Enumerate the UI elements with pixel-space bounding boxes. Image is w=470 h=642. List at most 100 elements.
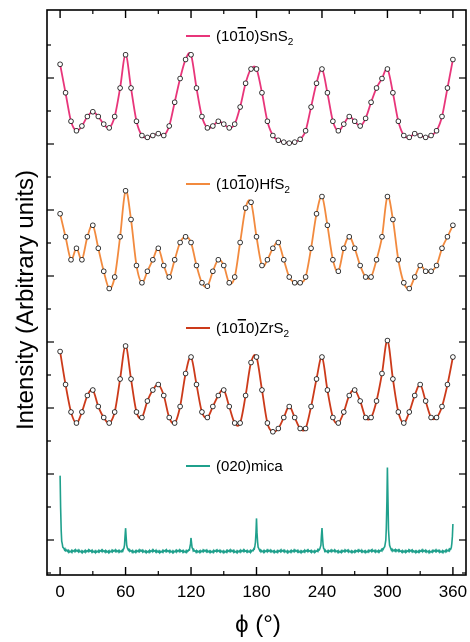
data-point	[291, 414, 298, 421]
data-point	[155, 245, 162, 251]
data-point	[226, 280, 232, 286]
data-point	[237, 104, 243, 110]
legend-layer: (1010)SnS2 (1010)HfS2 (1010)ZrS2 (020)mica	[186, 28, 294, 475]
data-point	[253, 354, 260, 360]
data-point	[406, 134, 413, 141]
data-point	[379, 233, 385, 240]
data-point	[177, 239, 183, 246]
data-point	[406, 285, 413, 292]
data-point	[357, 398, 363, 404]
data-point	[188, 52, 194, 58]
data-point	[106, 285, 112, 292]
data-point	[193, 85, 200, 91]
data-point	[330, 257, 336, 263]
data-point	[128, 216, 134, 223]
data-point	[439, 403, 445, 410]
data-point	[68, 118, 74, 124]
y-axis-title: Intensity (Arbitrary units)	[12, 170, 39, 430]
legend-entry-0: (1010)SnS2	[186, 28, 294, 48]
data-point	[308, 104, 314, 110]
data-point	[161, 262, 167, 269]
data-point	[357, 262, 363, 269]
legend-label: (1010)HfS2	[216, 176, 290, 196]
data-point	[351, 387, 358, 393]
data-point	[428, 132, 434, 139]
data-point	[313, 80, 320, 86]
data-point	[199, 113, 205, 120]
series-layer	[57, 52, 456, 555]
data-point	[319, 66, 325, 72]
data-point	[204, 283, 211, 289]
data-point	[286, 274, 292, 280]
data-point	[433, 262, 440, 269]
plot-frame	[46, 9, 467, 576]
data-point	[281, 139, 287, 145]
data-point	[395, 409, 402, 415]
data-point	[373, 85, 380, 91]
data-point	[73, 420, 80, 426]
data-point	[286, 403, 292, 410]
data-point	[264, 257, 271, 263]
data-point	[417, 132, 423, 139]
data-point	[106, 420, 112, 426]
data-point	[390, 376, 396, 382]
data-point	[357, 123, 363, 129]
series-3	[59, 467, 454, 555]
data-point	[346, 392, 352, 399]
x-axis-title: ϕ (°)	[235, 611, 281, 638]
data-point	[177, 403, 183, 410]
data-point	[341, 409, 347, 415]
data-point	[122, 52, 129, 58]
data-point	[433, 414, 440, 421]
data-point	[237, 239, 243, 246]
data-point	[362, 115, 369, 122]
data-point	[302, 127, 309, 134]
data-point	[248, 359, 254, 366]
data-point	[79, 257, 85, 263]
data-point	[95, 113, 102, 120]
data-point	[401, 132, 407, 139]
data-point	[166, 414, 172, 421]
data-point	[411, 392, 418, 399]
data-point	[111, 113, 118, 120]
data-point	[188, 354, 194, 360]
data-point	[275, 239, 282, 246]
data-point	[57, 210, 63, 217]
data-point	[270, 245, 276, 251]
legend-label: (1010)SnS2	[216, 28, 294, 48]
data-point	[444, 85, 451, 91]
data-point	[390, 216, 396, 223]
data-point	[68, 257, 74, 263]
data-point	[57, 61, 63, 68]
data-point	[406, 409, 413, 415]
data-point	[275, 425, 282, 432]
data-point	[335, 127, 342, 134]
data-point	[401, 420, 407, 426]
data-point	[79, 409, 85, 415]
series-1	[57, 187, 456, 292]
data-point	[411, 274, 418, 280]
data-point	[351, 245, 358, 251]
data-point	[308, 245, 314, 251]
data-point	[68, 409, 74, 415]
data-point	[379, 370, 385, 377]
data-point	[150, 132, 156, 139]
data-point	[341, 245, 347, 251]
data-point	[84, 392, 91, 399]
data-point	[84, 113, 91, 120]
legend-label: (1010)ZrS2	[216, 320, 290, 340]
data-point	[133, 262, 140, 269]
data-point	[395, 257, 402, 263]
data-point	[182, 233, 189, 240]
data-point	[100, 268, 107, 275]
data-point	[275, 137, 282, 143]
data-point	[221, 387, 227, 393]
data-point	[395, 118, 402, 124]
x-ticks: 0 60 120 180 240 300 360	[55, 10, 467, 601]
x-tick-label: 120	[177, 582, 205, 601]
data-point	[384, 193, 391, 200]
data-point	[291, 280, 298, 286]
series-0	[57, 52, 456, 146]
data-point	[428, 414, 434, 421]
data-point	[226, 125, 232, 131]
